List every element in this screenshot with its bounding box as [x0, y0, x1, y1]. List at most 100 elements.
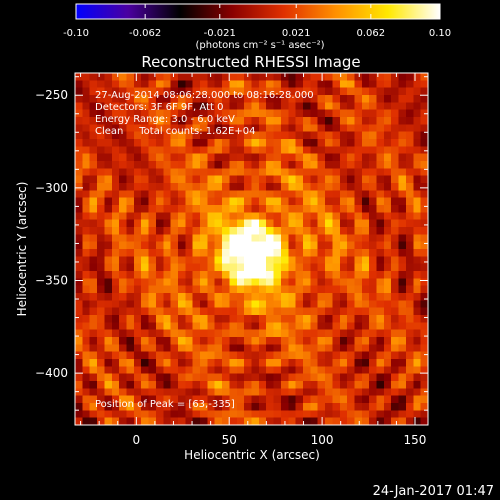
heatmap-cell [75, 131, 83, 140]
heatmap-cell [383, 300, 392, 308]
heatmap-cell [361, 168, 370, 176]
heatmap-cell [295, 241, 304, 250]
heatmap-cell [214, 403, 223, 411]
heatmap-cell [369, 395, 377, 404]
heatmap-cell [214, 337, 223, 345]
heatmap-cell [347, 95, 355, 103]
heatmap-cell [295, 329, 304, 338]
heatmap-cell [214, 249, 223, 257]
heatmap-cell [89, 212, 98, 220]
heatmap-cell [126, 278, 134, 286]
heatmap-cell [170, 197, 179, 206]
heatmap-cell [310, 344, 318, 352]
heatmap-cell [214, 73, 223, 81]
info-time-range: 27-Aug-2014 08:06:28.000 to 08:16:28.000 [95, 90, 314, 101]
heatmap-cell [236, 285, 245, 294]
heatmap-cell [347, 175, 355, 184]
heatmap-cell [177, 263, 186, 272]
heatmap-cell [155, 80, 164, 88]
heatmap-cell [163, 263, 171, 272]
heatmap-cell [383, 271, 392, 279]
heatmap-cell [413, 359, 421, 367]
heatmap-cell [155, 168, 164, 176]
heatmap-cell [325, 153, 333, 162]
heatmap-cell [288, 109, 296, 118]
heatmap-cell [236, 168, 245, 176]
heatmap-cell [192, 388, 201, 396]
heatmap-cell [155, 315, 164, 323]
heatmap-cell [75, 271, 83, 279]
heatmap-cell [325, 263, 333, 272]
heatmap-cell [405, 395, 414, 404]
heatmap-cell [354, 417, 362, 425]
heatmap-cell [413, 263, 421, 272]
heatmap-cell [288, 329, 296, 338]
heatmap-cell [302, 168, 311, 176]
heatmap-cell [170, 212, 179, 220]
heatmap-cell [317, 395, 326, 404]
heatmap-cell [222, 388, 230, 396]
heatmap-cell [244, 351, 252, 360]
heatmap-cell [97, 410, 105, 418]
heatmap-cell [163, 146, 171, 154]
heatmap-cell [119, 102, 127, 110]
heatmap-cell [163, 241, 171, 250]
heatmap-cell [266, 95, 274, 103]
heatmap-cell [207, 219, 215, 228]
heatmap-cell [369, 212, 377, 220]
heatmap-cell [244, 293, 252, 301]
heatmap-cell [391, 197, 399, 206]
heatmap-cell [97, 190, 105, 198]
heatmap-cell [383, 337, 392, 345]
heatmap-cell [251, 153, 260, 162]
heatmap-cell [280, 117, 289, 125]
heatmap-cell [111, 212, 120, 220]
heatmap-cell [251, 337, 260, 345]
heatmap-cell [391, 263, 399, 272]
heatmap-cell [126, 263, 134, 272]
heatmap-cell [258, 322, 267, 330]
heatmap-cell [222, 395, 230, 404]
heatmap-cell [369, 183, 377, 191]
heatmap-cell [258, 293, 267, 301]
heatmap-cell [258, 168, 267, 176]
heatmap-cell [332, 190, 340, 198]
heatmap-cell [354, 366, 362, 374]
heatmap-cell [111, 161, 120, 169]
heatmap-cell [332, 285, 340, 294]
heatmap-cell [398, 168, 407, 176]
heatmap-cell [376, 117, 385, 125]
heatmap-cell [133, 95, 142, 103]
heatmap-cell [229, 153, 237, 162]
heatmap-cell [126, 373, 134, 382]
heatmap-cell [236, 117, 245, 125]
heatmap-cell [354, 395, 362, 404]
heatmap-cell [361, 153, 370, 162]
heatmap-cell [104, 403, 112, 411]
heatmap-cell [376, 175, 385, 184]
heatmap-cell [258, 300, 267, 308]
heatmap-cell [302, 381, 311, 389]
heatmap-cell [207, 109, 215, 118]
heatmap-cell [82, 329, 90, 338]
heatmap-cell [420, 102, 428, 110]
heatmap-cell [207, 227, 215, 235]
heatmap-cell [229, 175, 237, 184]
heatmap-cell [192, 278, 201, 286]
heatmap-cell [369, 417, 377, 425]
heatmap-cell [229, 322, 237, 330]
heatmap-cell [214, 109, 223, 118]
heatmap-cell [383, 322, 392, 330]
heatmap-cell [376, 87, 385, 96]
heatmap-cell [155, 139, 164, 147]
heatmap-cell [332, 249, 340, 257]
heatmap-cell [207, 359, 215, 367]
heatmap-cell [332, 102, 340, 110]
heatmap-cell [317, 351, 326, 360]
heatmap-cell [104, 337, 112, 345]
heatmap-cell [97, 351, 105, 360]
heatmap-cell [236, 87, 245, 96]
heatmap-cell [192, 234, 201, 242]
heatmap-cell [339, 117, 348, 125]
heatmap-cell [273, 344, 282, 352]
